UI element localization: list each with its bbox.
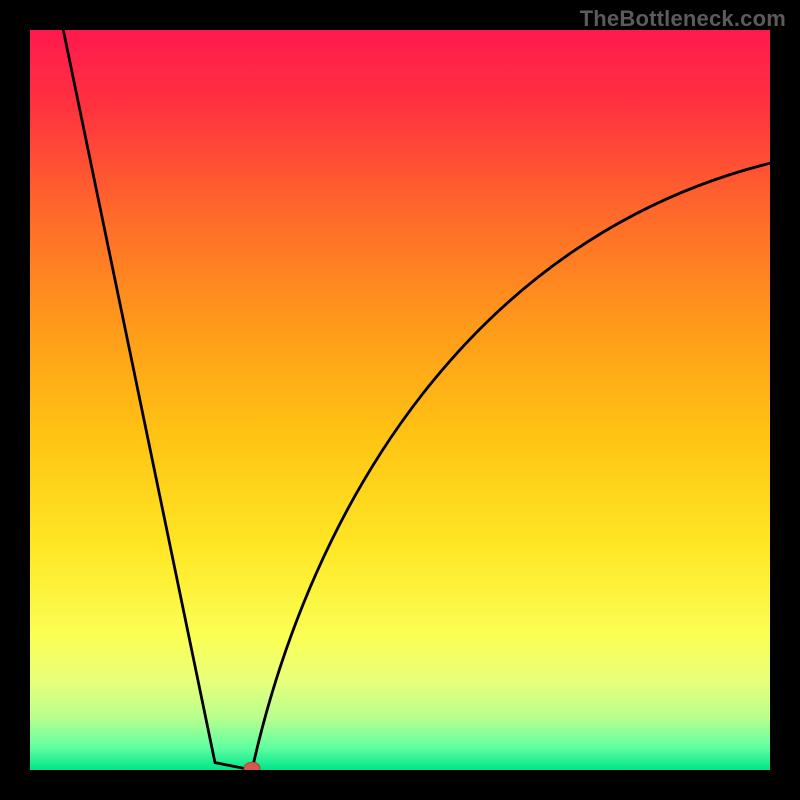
chart-frame: TheBottleneck.com [0,0,800,800]
attribution-label: TheBottleneck.com [580,6,786,32]
minimum-marker [244,762,260,770]
bottleneck-chart-svg [30,30,770,770]
plot-area [30,30,770,770]
